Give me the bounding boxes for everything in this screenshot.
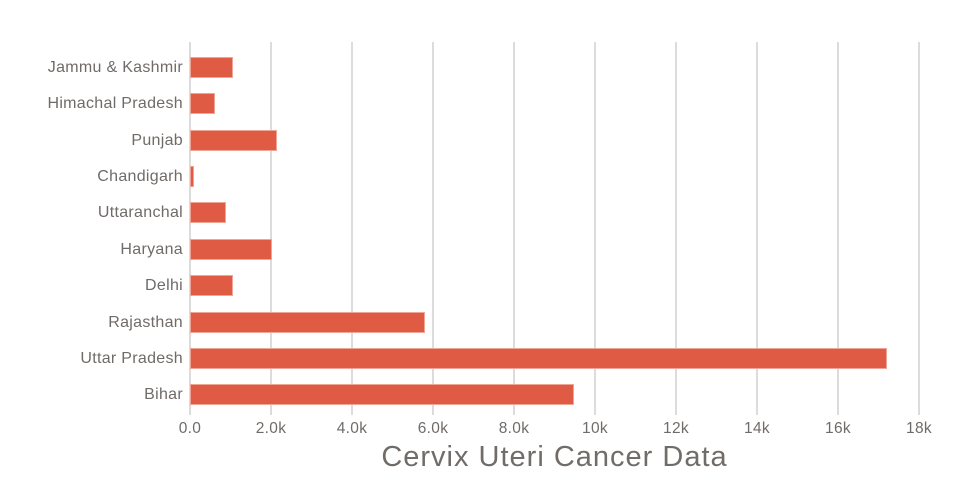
x-tick-label-10k: 10k bbox=[582, 420, 608, 437]
gridline-6.0k bbox=[432, 42, 434, 415]
category-label-jammu-kashmir: Jammu & Kashmir bbox=[47, 59, 183, 76]
category-label-rajasthan: Rajasthan bbox=[108, 314, 183, 331]
bar-delhi[interactable] bbox=[190, 275, 233, 296]
gridline-14k bbox=[756, 42, 758, 415]
x-tick-label-18k: 18k bbox=[906, 420, 932, 437]
gridline-16k bbox=[837, 42, 839, 415]
chart-title: Cervix Uteri Cancer Data bbox=[381, 441, 728, 473]
gridline-0.0 bbox=[189, 42, 191, 415]
category-label-delhi: Delhi bbox=[145, 277, 183, 294]
bar-punjab[interactable] bbox=[190, 130, 278, 151]
bar-jammu-kashmir[interactable] bbox=[190, 57, 234, 78]
category-label-bihar: Bihar bbox=[144, 386, 183, 403]
gridline-18k bbox=[918, 42, 920, 415]
bar-rajasthan[interactable] bbox=[190, 312, 425, 333]
gridline-12k bbox=[675, 42, 677, 415]
category-label-haryana: Haryana bbox=[120, 241, 183, 258]
category-label-chandigarh: Chandigarh bbox=[97, 168, 183, 185]
x-tick-label-16k: 16k bbox=[825, 420, 851, 437]
bar-uttar-pradesh[interactable] bbox=[190, 348, 887, 369]
x-tick-label-6.0k: 6.0k bbox=[417, 420, 449, 437]
bar-uttaranchal[interactable] bbox=[190, 202, 226, 223]
x-tick-label-0.0: 0.0 bbox=[178, 420, 202, 437]
bar-chandigarh[interactable] bbox=[190, 166, 195, 187]
x-tick-label-14k: 14k bbox=[744, 420, 770, 437]
bar-bihar[interactable] bbox=[190, 384, 574, 405]
gridline-8.0k bbox=[513, 42, 515, 415]
category-label-himachal-pradesh: Himachal Pradesh bbox=[47, 95, 183, 112]
category-label-punjab: Punjab bbox=[131, 132, 183, 149]
gridline-4.0k bbox=[351, 42, 353, 415]
category-label-uttar-pradesh: Uttar Pradesh bbox=[80, 350, 183, 367]
x-tick-label-12k: 12k bbox=[663, 420, 689, 437]
gridline-10k bbox=[594, 42, 596, 415]
x-tick-label-8.0k: 8.0k bbox=[498, 420, 530, 437]
x-tick-label-2.0k: 2.0k bbox=[255, 420, 287, 437]
bar-haryana[interactable] bbox=[190, 239, 272, 260]
bar-himachal-pradesh[interactable] bbox=[190, 93, 216, 114]
category-label-uttaranchal: Uttaranchal bbox=[97, 204, 183, 221]
gridline-2.0k bbox=[270, 42, 272, 415]
x-tick-label-4.0k: 4.0k bbox=[336, 420, 368, 437]
